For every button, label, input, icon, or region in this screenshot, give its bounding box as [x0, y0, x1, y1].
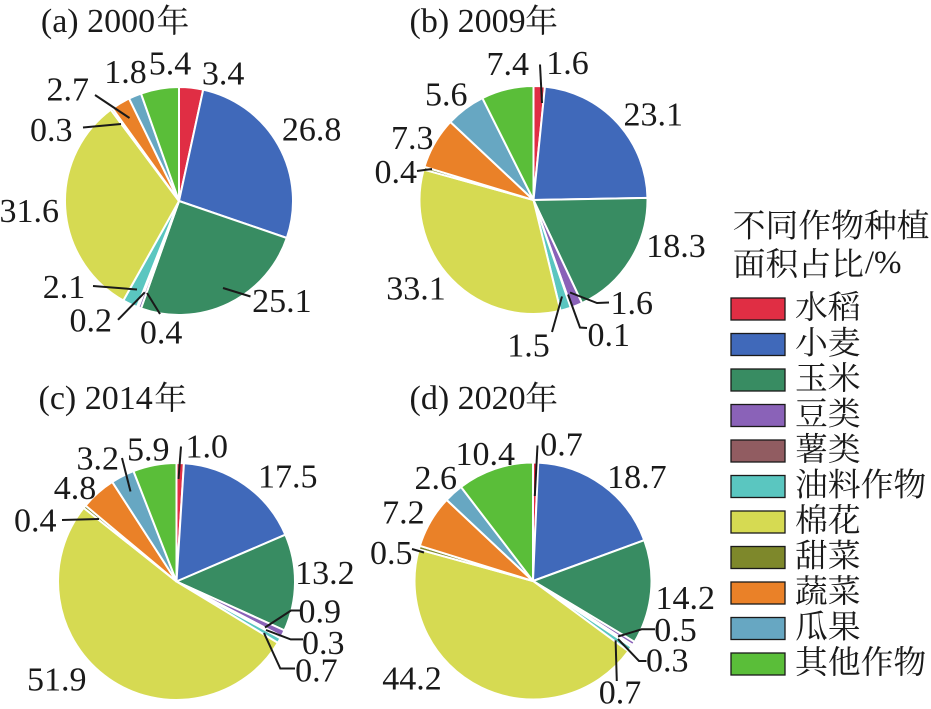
- svg-text:0.4: 0.4: [140, 315, 183, 352]
- svg-text:17.5: 17.5: [258, 459, 318, 496]
- svg-text:51.9: 51.9: [27, 662, 87, 699]
- svg-text:3.4: 3.4: [202, 56, 245, 93]
- svg-text:31.6: 31.6: [0, 193, 59, 230]
- svg-text:0.5: 0.5: [370, 535, 413, 572]
- svg-text:/%: /%: [865, 245, 902, 281]
- svg-text:2.7: 2.7: [47, 72, 90, 109]
- svg-text:23.1: 23.1: [624, 97, 684, 134]
- svg-text:7.4: 7.4: [487, 46, 530, 83]
- svg-text:2.6: 2.6: [415, 460, 458, 497]
- svg-text:5.9: 5.9: [127, 432, 170, 469]
- svg-text:14.2: 14.2: [656, 580, 716, 617]
- svg-text:(b) 2009: (b) 2009: [410, 3, 526, 40]
- svg-text:0.1: 0.1: [588, 317, 631, 354]
- svg-text:0.7: 0.7: [295, 653, 338, 690]
- svg-text:(d) 2020: (d) 2020: [410, 380, 526, 417]
- svg-text:0.2: 0.2: [70, 303, 113, 340]
- svg-text:7.3: 7.3: [391, 120, 434, 157]
- svg-text:2.1: 2.1: [43, 269, 86, 306]
- svg-text:10.4: 10.4: [456, 436, 516, 473]
- svg-text:5.4: 5.4: [149, 45, 192, 82]
- svg-text:18.3: 18.3: [646, 228, 706, 265]
- svg-text:13.2: 13.2: [295, 555, 355, 592]
- svg-text:0.5: 0.5: [654, 612, 697, 649]
- svg-text:0.3: 0.3: [646, 643, 689, 680]
- svg-text:0.4: 0.4: [14, 503, 57, 540]
- svg-text:18.7: 18.7: [607, 459, 667, 496]
- svg-text:1.5: 1.5: [507, 328, 550, 365]
- svg-text:1.6: 1.6: [546, 45, 589, 82]
- svg-text:0.7: 0.7: [540, 427, 583, 464]
- svg-text:33.1: 33.1: [386, 271, 446, 308]
- svg-text:44.2: 44.2: [382, 661, 442, 698]
- svg-text:7.2: 7.2: [382, 495, 425, 532]
- svg-text:5.6: 5.6: [425, 77, 468, 114]
- svg-text:4.8: 4.8: [54, 470, 97, 507]
- svg-text:1.8: 1.8: [104, 54, 147, 91]
- svg-text:3.2: 3.2: [77, 441, 120, 478]
- svg-text:0.3: 0.3: [30, 112, 73, 149]
- svg-text:0.9: 0.9: [299, 594, 342, 631]
- svg-text:0.7: 0.7: [599, 675, 642, 705]
- svg-text:26.8: 26.8: [282, 112, 342, 149]
- svg-text:1.6: 1.6: [611, 285, 654, 322]
- svg-text:0.3: 0.3: [302, 625, 345, 662]
- svg-text:(c) 2014: (c) 2014: [39, 380, 153, 417]
- svg-text:1.0: 1.0: [186, 429, 229, 466]
- svg-text:0.4: 0.4: [375, 154, 418, 191]
- svg-text:(a) 2000: (a) 2000: [41, 3, 155, 40]
- svg-text:25.1: 25.1: [252, 283, 312, 320]
